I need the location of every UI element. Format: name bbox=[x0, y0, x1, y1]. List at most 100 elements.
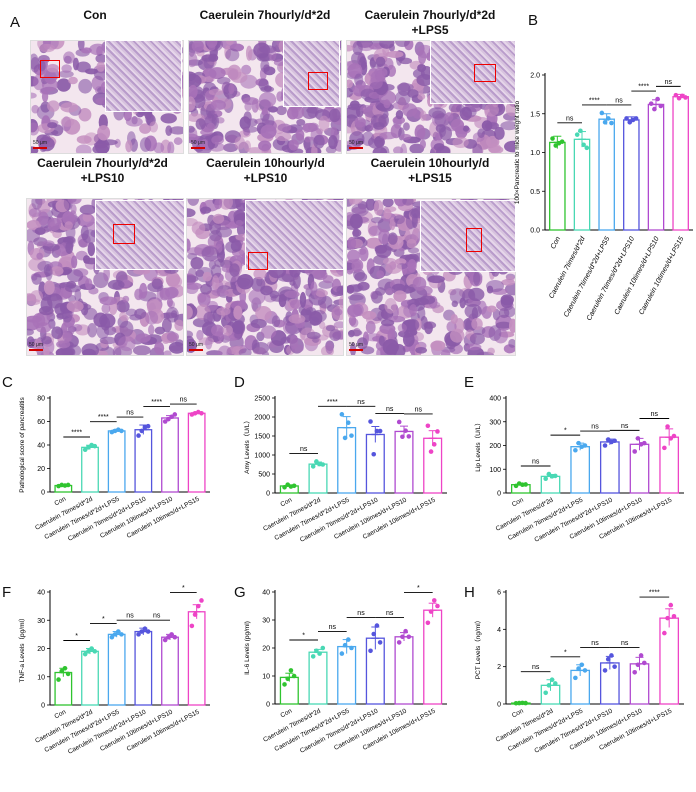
scale-bar-label: 50 μm bbox=[349, 342, 363, 348]
data-point bbox=[169, 414, 174, 420]
data-point bbox=[349, 645, 354, 651]
data-point bbox=[668, 436, 674, 441]
y-tick-label: 2.0 bbox=[530, 73, 540, 80]
data-point bbox=[310, 464, 316, 469]
data-point bbox=[65, 671, 71, 677]
significance-label: * bbox=[564, 428, 567, 435]
significance-label: **** bbox=[327, 399, 338, 406]
y-tick-label: 30 bbox=[37, 618, 45, 625]
y-tick-label: 2 bbox=[497, 664, 501, 671]
data-point bbox=[559, 139, 565, 144]
scale-bar bbox=[191, 147, 205, 149]
significance-label: ns bbox=[651, 411, 659, 418]
significance-label: **** bbox=[71, 430, 82, 437]
panel-letter-h: H bbox=[464, 584, 475, 601]
y-tick-label: 10 bbox=[37, 674, 45, 681]
data-point bbox=[314, 459, 319, 464]
data-point bbox=[671, 613, 677, 619]
significance-label: ns bbox=[153, 613, 161, 620]
scale-bar-label: 50 μm bbox=[191, 140, 205, 146]
data-point bbox=[89, 646, 94, 651]
histology-title-cae7-lps10: Caerulein 7hourly/d*2d +LPS10 bbox=[37, 156, 168, 185]
data-point bbox=[523, 482, 528, 487]
data-point bbox=[523, 700, 528, 706]
data-point bbox=[119, 428, 124, 434]
bar bbox=[54, 671, 73, 706]
y-tick-label: 2000 bbox=[254, 415, 270, 422]
data-point bbox=[92, 649, 98, 654]
significance-label: ns bbox=[665, 79, 673, 86]
y-axis-title: Pathological score of pancreatitis bbox=[19, 397, 26, 493]
data-point bbox=[65, 482, 71, 488]
data-point bbox=[314, 648, 319, 654]
data-point bbox=[162, 419, 168, 424]
data-point bbox=[142, 626, 148, 632]
significance-label: **** bbox=[589, 97, 600, 104]
y-tick-label: 0.5 bbox=[530, 189, 540, 196]
data-point bbox=[513, 483, 519, 489]
data-point bbox=[342, 642, 348, 648]
data-point bbox=[62, 665, 68, 671]
data-point bbox=[431, 442, 437, 447]
bar bbox=[623, 119, 640, 231]
data-point bbox=[584, 145, 590, 151]
significance-label: ns bbox=[126, 613, 134, 620]
bar bbox=[81, 446, 99, 493]
data-point bbox=[368, 648, 373, 654]
data-point bbox=[92, 443, 98, 449]
data-point bbox=[668, 602, 674, 608]
data-point bbox=[86, 445, 91, 450]
data-point bbox=[627, 119, 633, 125]
data-point bbox=[662, 445, 667, 451]
data-point bbox=[602, 119, 608, 125]
bar bbox=[598, 118, 615, 231]
data-point bbox=[400, 634, 405, 640]
significance-label: ns bbox=[591, 424, 599, 431]
histology-title-cae10-lps10: Caerulein 10hourly/d +LPS10 bbox=[206, 156, 325, 185]
panel-letter-d: D bbox=[234, 374, 245, 391]
significance-label: **** bbox=[98, 414, 109, 421]
panel-letter-a: A bbox=[10, 14, 21, 31]
x-tick-label: Con bbox=[511, 707, 525, 719]
data-point bbox=[576, 666, 581, 671]
x-tick-label: Con bbox=[511, 496, 525, 508]
data-point bbox=[579, 662, 585, 668]
data-point bbox=[406, 434, 412, 439]
y-tick-label: 20 bbox=[37, 466, 45, 473]
scale-bar bbox=[33, 147, 47, 149]
x-tick-label: Con bbox=[279, 707, 293, 719]
y-tick-label: 2500 bbox=[254, 396, 270, 403]
data-point bbox=[136, 433, 141, 438]
y-tick-label: 20 bbox=[37, 646, 45, 653]
data-point bbox=[291, 483, 297, 489]
y-axis-title: 100×Pancreatic to mice weight ratio bbox=[514, 101, 521, 205]
bar bbox=[549, 141, 566, 231]
scale-bar-label: 50 μm bbox=[349, 140, 363, 146]
significance-label: * bbox=[302, 633, 305, 640]
scale-bar bbox=[349, 349, 363, 351]
data-point bbox=[349, 433, 354, 438]
data-point bbox=[658, 103, 664, 109]
significance-label: * bbox=[564, 649, 567, 656]
significance-label: **** bbox=[649, 590, 660, 597]
bar bbox=[365, 433, 385, 494]
data-point bbox=[403, 628, 408, 634]
x-tick-label: Con bbox=[279, 496, 293, 508]
y-tick-label: 1500 bbox=[254, 434, 270, 441]
data-point bbox=[543, 690, 548, 696]
zoom-region-box bbox=[113, 224, 135, 244]
significance-label: ns bbox=[415, 406, 423, 413]
y-tick-label: 1.0 bbox=[530, 150, 540, 157]
data-point bbox=[282, 485, 287, 490]
data-point bbox=[425, 423, 431, 429]
significance-label: ns bbox=[180, 397, 188, 404]
chart-b: 0.0 0.5 1.0 1.5 2.0 100×Pancreatic to mice we… bbox=[514, 73, 693, 322]
bar bbox=[394, 430, 414, 494]
data-point bbox=[371, 451, 377, 457]
scale-bar bbox=[29, 349, 43, 351]
data-point bbox=[612, 664, 617, 669]
data-point bbox=[377, 640, 383, 645]
data-point bbox=[320, 462, 326, 467]
bar bbox=[187, 412, 206, 493]
